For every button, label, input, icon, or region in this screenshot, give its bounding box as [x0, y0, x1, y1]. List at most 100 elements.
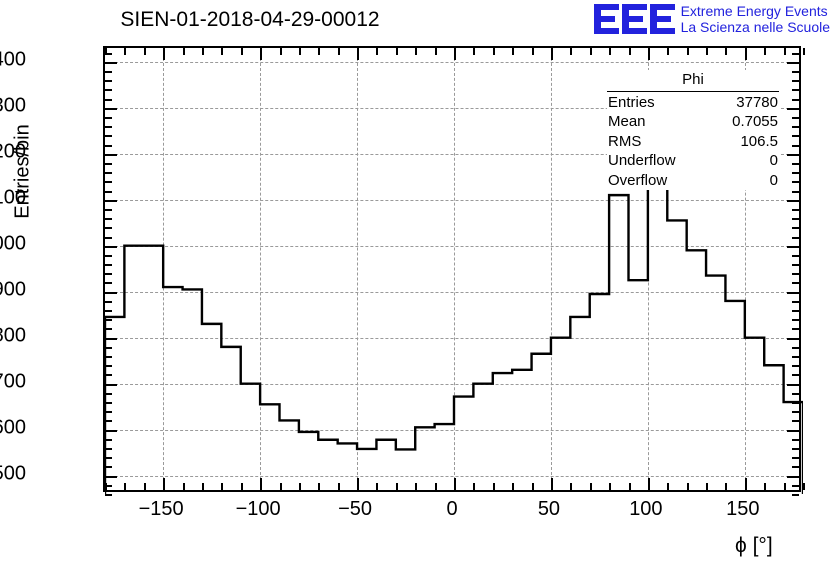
y-axis-tick — [792, 392, 799, 395]
statistics-box: Phi Entries 37780 Mean 0.7055 RMS 106.5 Underf… — [607, 70, 779, 190]
stats-row-value: 0.7055 — [732, 113, 778, 130]
y-axis-tick — [792, 116, 799, 119]
x-axis-tick — [454, 48, 456, 60]
stats-row-value: 106.5 — [740, 132, 778, 150]
y-axis-tick-label: 1300 — [0, 94, 26, 117]
x-axis-tick — [764, 48, 767, 55]
x-axis-tick — [279, 48, 282, 55]
stats-row-key: RMS — [608, 132, 642, 150]
x-axis-tick — [260, 478, 263, 490]
grid-line-horizontal — [105, 107, 799, 109]
y-axis-tick — [792, 98, 799, 101]
x-axis-tick — [609, 48, 612, 55]
y-axis-tick — [105, 475, 117, 478]
y-axis-tick — [105, 218, 112, 221]
y-axis-tick — [792, 346, 799, 349]
y-axis-tick — [105, 199, 117, 202]
y-axis-tick — [792, 70, 799, 73]
x-axis-tick — [395, 48, 398, 55]
y-axis-tick — [105, 484, 112, 487]
y-axis-tick — [787, 245, 799, 248]
y-axis-tick — [792, 457, 799, 460]
y-axis-tick — [792, 494, 799, 496]
grid-line-horizontal — [105, 61, 799, 63]
y-axis-tick-label: 1100 — [0, 186, 26, 209]
x-axis-tick-label: −100 — [235, 498, 281, 520]
y-axis-tick — [105, 328, 112, 331]
grid-line-horizontal — [105, 245, 799, 247]
eee-logo-line1: Extreme Energy Events — [680, 3, 828, 19]
y-axis-tick — [792, 356, 799, 359]
y-axis-tick — [787, 199, 799, 202]
grid-line-vertical — [260, 48, 262, 490]
y-axis-tick — [105, 208, 112, 211]
y-axis-tick — [105, 374, 112, 377]
x-axis-tick — [318, 483, 321, 490]
y-axis-tick — [792, 218, 799, 221]
stats-row-key: Mean — [608, 113, 646, 130]
stats-row: Mean 0.7055 — [607, 112, 779, 132]
y-axis-tick — [105, 89, 112, 92]
grid-line-vertical — [744, 48, 746, 490]
x-axis-tick-label: 150 — [726, 498, 760, 520]
stats-row-value: 37780 — [736, 93, 778, 111]
x-axis-tick — [337, 483, 340, 490]
x-axis-tick — [298, 48, 301, 55]
x-axis-tick — [395, 483, 398, 490]
y-axis-tick-label: 1200 — [0, 140, 26, 163]
y-axis-tick — [105, 365, 112, 368]
histogram-curve — [105, 74, 803, 494]
y-axis-tick — [787, 107, 799, 110]
x-axis-tick — [415, 483, 418, 490]
x-axis-tick — [201, 483, 204, 490]
x-axis-tick — [473, 483, 476, 490]
x-axis-tick — [628, 483, 631, 490]
y-axis-tick — [105, 337, 117, 340]
y-axis-tick — [792, 411, 799, 414]
stats-row-key: Underflow — [608, 152, 676, 169]
y-axis-tick — [792, 273, 799, 276]
y-axis-tick — [105, 282, 112, 285]
x-axis-tick — [647, 478, 650, 490]
y-axis-tick — [792, 374, 799, 377]
x-axis-tick — [686, 48, 689, 55]
x-axis-tick — [686, 483, 689, 490]
x-axis-tick — [221, 483, 224, 490]
x-axis-tick — [163, 48, 166, 60]
y-axis-tick — [105, 153, 117, 156]
y-axis-tick — [787, 153, 799, 156]
y-axis-tick — [792, 310, 799, 313]
x-axis-tick-label: −150 — [138, 498, 184, 520]
y-axis-tick — [792, 420, 799, 423]
x-axis-tick — [182, 483, 185, 490]
x-axis-tick — [725, 483, 728, 490]
eee-logo-letter — [621, 4, 647, 34]
x-axis-tick — [337, 48, 340, 55]
y-axis-tick — [105, 264, 112, 267]
grid-line-horizontal — [105, 475, 799, 477]
x-axis-tick — [570, 483, 573, 490]
plot-inner — [105, 48, 805, 496]
y-axis-title: Entries/bin — [11, 124, 34, 219]
y-axis-tick — [105, 116, 112, 119]
x-axis-tick — [201, 48, 204, 55]
x-axis-tick — [744, 48, 747, 60]
x-axis-tick — [434, 483, 437, 490]
x-axis-tick — [550, 478, 553, 490]
y-axis-tick — [792, 264, 799, 267]
x-axis-tick — [589, 483, 592, 490]
grid-line-vertical — [357, 48, 359, 490]
x-axis-tick — [783, 483, 786, 490]
y-axis-tick-label: 600 — [0, 416, 26, 439]
x-axis-tick — [163, 478, 166, 490]
x-axis-tick — [492, 48, 495, 55]
y-axis-tick-label: 700 — [0, 370, 26, 393]
x-axis-tick — [725, 48, 728, 55]
x-axis-tick — [550, 48, 553, 60]
stats-row-key: Overflow — [608, 171, 668, 189]
x-axis-tick — [357, 48, 360, 60]
y-axis-tick — [792, 365, 799, 368]
y-axis-tick — [792, 319, 799, 322]
y-axis-tick — [105, 144, 112, 147]
y-axis-tick — [105, 429, 117, 432]
